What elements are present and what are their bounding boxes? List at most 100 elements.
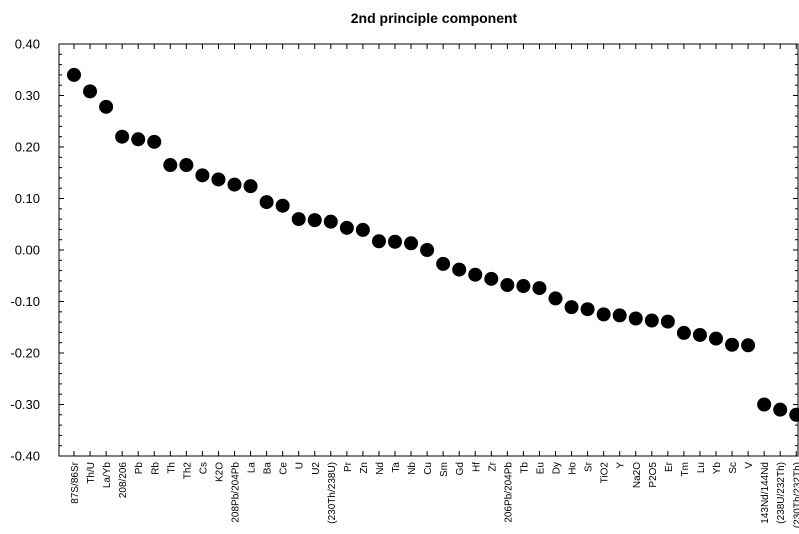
x-tick-label: Tb xyxy=(519,462,530,474)
data-point xyxy=(211,172,226,187)
data-point xyxy=(420,243,435,257)
x-tick-label: Hf xyxy=(471,462,482,472)
x-tick-label: (230Th/238U) xyxy=(327,462,338,524)
y-tick-label: -0.40 xyxy=(10,449,40,464)
data-point xyxy=(516,279,531,294)
x-tick-label: 208Pb/204Pb xyxy=(231,462,242,523)
data-point xyxy=(163,158,178,173)
x-tick-label: Zn xyxy=(359,462,370,474)
y-tick-label: 0.10 xyxy=(15,191,40,206)
data-point xyxy=(131,132,146,147)
data-point xyxy=(147,134,162,149)
x-tick-label: 143Nd/144Nd xyxy=(760,462,771,524)
x-tick-label: Th xyxy=(166,462,177,474)
data-point xyxy=(564,300,579,315)
x-tick-label: Pb xyxy=(134,462,145,475)
x-tick-label: U xyxy=(295,462,306,469)
x-tick-label: Sm xyxy=(439,462,450,477)
x-tick-label: Nb xyxy=(407,462,418,475)
x-tick-label: Eu xyxy=(535,462,546,474)
x-tick-label: Yb xyxy=(712,462,723,475)
x-tick-label: Pr xyxy=(343,461,354,472)
data-point xyxy=(468,267,483,282)
data-point xyxy=(452,262,467,277)
data-point xyxy=(644,313,659,328)
data-point xyxy=(195,168,210,183)
data-point xyxy=(709,331,723,346)
data-point xyxy=(532,281,547,296)
data-point xyxy=(67,67,81,82)
data-point xyxy=(500,278,515,293)
x-tick-label: Nd xyxy=(375,462,386,475)
x-tick-label: Er xyxy=(664,461,675,472)
y-tick-label: 0.00 xyxy=(15,243,40,258)
x-tick-label: Gd xyxy=(455,462,466,475)
data-point xyxy=(596,307,611,322)
data-point xyxy=(757,397,772,412)
data-point xyxy=(725,337,740,352)
x-tick-label: Dy xyxy=(552,462,563,474)
data-point xyxy=(307,213,322,228)
x-tick-label: Lu xyxy=(696,462,707,473)
data-point xyxy=(628,311,643,326)
data-point xyxy=(243,179,258,194)
y-tick-label: 0.20 xyxy=(15,140,40,155)
data-point xyxy=(83,84,98,99)
x-tick-label: La/Yb xyxy=(102,462,113,489)
data-point xyxy=(259,195,274,210)
data-point xyxy=(291,212,306,227)
data-point xyxy=(789,407,799,422)
x-tick-label: Th2 xyxy=(182,462,193,480)
x-tick-label: Cu xyxy=(423,462,434,475)
data-point xyxy=(371,234,386,249)
data-point xyxy=(339,220,354,235)
x-tick-label: Zr xyxy=(487,461,498,471)
data-point xyxy=(436,256,451,271)
x-tick-label: Sr xyxy=(584,461,595,472)
data-point xyxy=(115,129,130,144)
data-point xyxy=(404,236,419,251)
x-tick-label: 208/206 xyxy=(118,462,129,499)
data-point xyxy=(660,314,675,329)
x-tick-label: U2 xyxy=(311,462,322,475)
x-tick-label: 87S/86Sr xyxy=(70,461,81,503)
data-point xyxy=(692,327,707,342)
data-point xyxy=(99,99,114,114)
x-tick-label: Ba xyxy=(263,462,274,475)
x-tick-label: Cs xyxy=(198,462,209,474)
x-tick-label: TiO2 xyxy=(600,462,611,484)
x-tick-label: Ho xyxy=(568,462,579,475)
x-tick-label: Th/U xyxy=(86,462,97,484)
x-axis: 87S/86Sr Th/U La/Yb 208/206 Pb Rb Th Th2 Cs K2O 20… xyxy=(70,44,799,528)
data-point xyxy=(580,302,595,317)
data-point xyxy=(323,214,338,229)
data-point xyxy=(676,325,691,340)
y-tick-label: 0.40 xyxy=(15,37,40,52)
x-tick-label: Tm xyxy=(680,462,691,476)
data-point xyxy=(548,291,563,306)
data-point xyxy=(179,158,194,173)
x-tick-label: Ce xyxy=(279,462,290,475)
chart-title: 2nd principle component xyxy=(351,10,518,26)
x-tick-label: (238U/232Th) xyxy=(776,462,787,524)
x-tick-label: Na2O xyxy=(632,462,643,488)
data-points xyxy=(67,67,799,422)
data-point xyxy=(388,234,402,249)
data-point xyxy=(355,222,370,237)
y-tick-label: -0.20 xyxy=(10,346,40,361)
x-tick-label: Rb xyxy=(150,462,161,475)
data-point xyxy=(275,198,290,213)
x-tick-label: Ta xyxy=(391,462,402,473)
y-tick-label: -0.30 xyxy=(10,397,40,412)
x-tick-label: P2O5 xyxy=(648,462,659,488)
y-tick-label: -0.10 xyxy=(10,294,40,309)
y-axis: 0.40 0.30 0.20 0.10 0.00 -0.10 -0.20 -0.30 -0.40 xyxy=(10,37,798,464)
x-tick-label: V xyxy=(744,462,755,469)
x-tick-label: 206Pb/204Pb xyxy=(503,462,514,523)
x-tick-label: La xyxy=(247,462,258,474)
data-point xyxy=(741,338,756,353)
data-point xyxy=(484,271,499,286)
y-tick-label: 0.30 xyxy=(15,88,40,103)
x-tick-label: K2O xyxy=(214,462,225,482)
